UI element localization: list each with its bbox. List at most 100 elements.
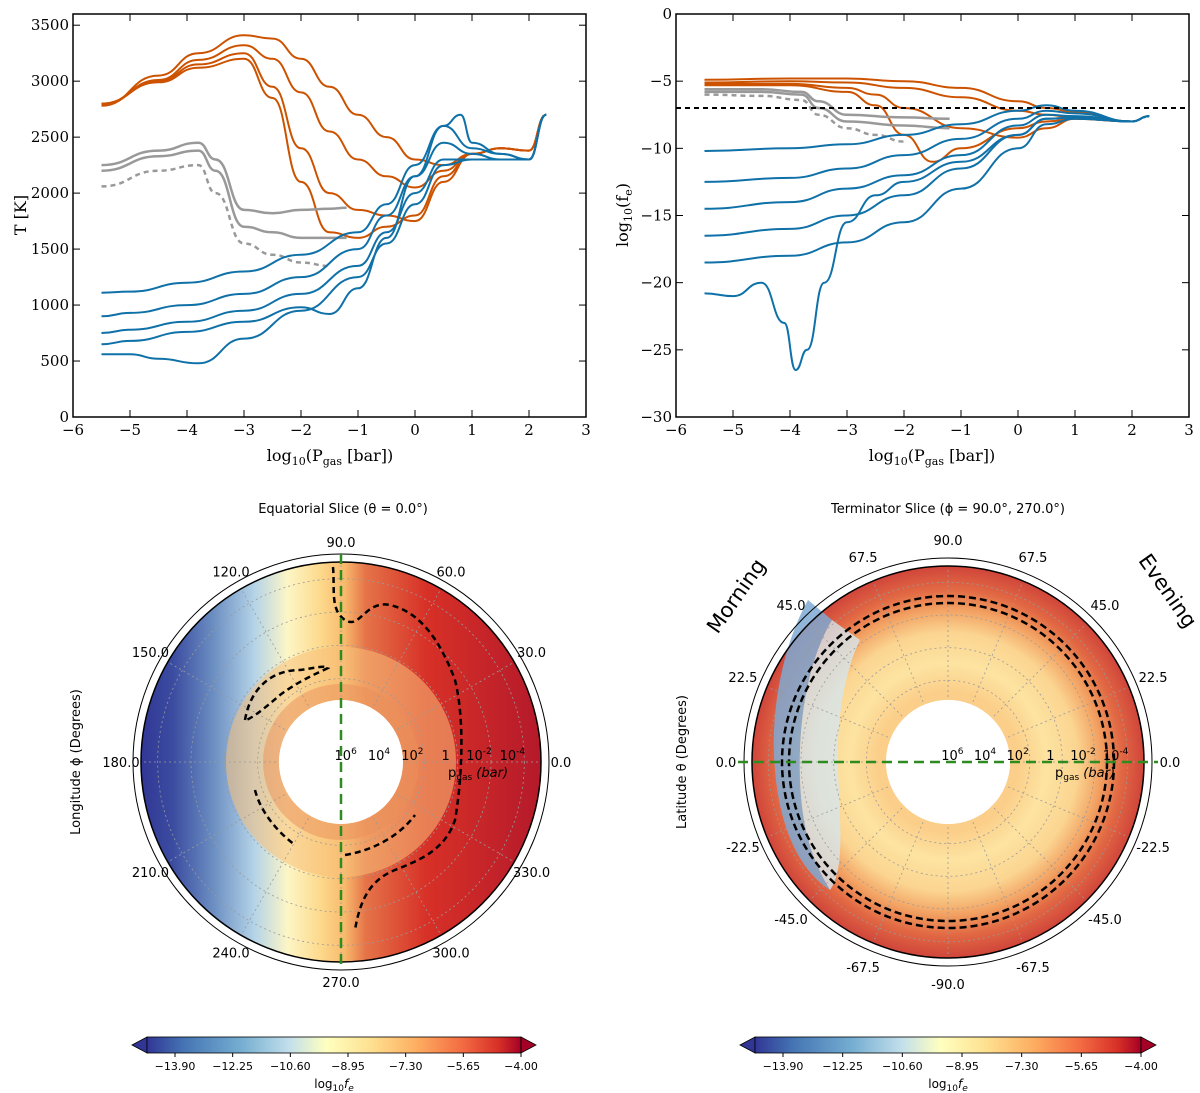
fe-ylabel: log10(fe) <box>613 183 635 247</box>
terminator-morning-label: Morning <box>702 554 770 637</box>
terminator-cold-crescent <box>773 600 832 890</box>
tp-ytick-label: 1500 <box>31 240 69 258</box>
equatorial-threshold-contour <box>331 566 463 931</box>
equatorial-radial-axis-label: pgas (bar) <box>448 766 508 783</box>
terminator-angle-label: 0.0 <box>716 756 737 771</box>
fe-xtick-label: −6 <box>665 421 687 439</box>
fe-panel: −6 −5 −4 −3 −2 −1 0 1 2 3−30−25−20−15−10−50 log10… <box>613 5 1194 468</box>
terminator-angle-label: -67.5 <box>846 961 880 976</box>
equatorial-grid-spoke <box>340 761 515 863</box>
terminator-radial-label: 10-4 <box>1103 747 1129 764</box>
colorbar-tick-label: −12.25 <box>212 1060 253 1073</box>
fe-series-nightside-a <box>704 104 1150 152</box>
terminator-angle-label: -45.0 <box>774 913 808 928</box>
terminator-radial-label: 10-2 <box>1070 747 1096 764</box>
fe-xtick-label: −1 <box>950 421 972 439</box>
fe-xtick-label: 2 <box>1127 421 1137 439</box>
equatorial-radial-label: 106 <box>335 747 358 764</box>
terminator-radial-label: 104 <box>974 747 997 764</box>
equatorial-radial-label: 102 <box>401 747 423 764</box>
equatorial-angle-label: 300.0 <box>432 947 469 962</box>
tp-ytick-label: 2000 <box>31 184 69 202</box>
fe-series-nightside-dip <box>704 115 1150 372</box>
tp-series-group <box>101 34 547 365</box>
fe-series-nightside-e <box>704 115 1150 264</box>
tp-ytick-label: 2500 <box>31 128 69 146</box>
tp-xtick-label: −3 <box>233 421 255 439</box>
tp-xtick-label: −2 <box>290 421 312 439</box>
colorbar-ticks: −13.90 −12.25 −10.60 −8.95 −7.30 −5.65 −4.00 <box>155 1053 538 1073</box>
terminator-angle-label: -22.5 <box>1136 841 1170 856</box>
terminator-panel: Terminator Slice (ϕ = 90.0°, 270.0°) Lat… <box>675 502 1200 993</box>
tp-xtick-label: −5 <box>119 421 141 439</box>
equatorial-colorbar: −13.90 −12.25 −10.60 −8.95 −7.30 −5.65 −4.00 l… <box>131 1036 538 1093</box>
colorbar-tick-label: −13.90 <box>155 1060 196 1073</box>
tp-panel: −6 −5 −4 −3 −2 −1 0 1 2 3 0 500 1000 1500 2000 2500 3000… <box>11 13 591 468</box>
terminator-colorbar: −13.90 −12.25 −10.60 −8.95 −7.30 −5.65 −4.00 l… <box>739 1036 1158 1093</box>
terminator-angle-label: -90.0 <box>931 978 965 993</box>
fe-xtick-label: 3 <box>1184 421 1194 439</box>
fe-ticks: −6 −5 −4 −3 −2 −1 0 1 2 3−30−25−20−15−10−50 <box>640 5 1193 439</box>
fe-xtick-label: −2 <box>893 421 915 439</box>
tp-xtick-label: 3 <box>581 421 591 439</box>
equatorial-grid-spoke <box>340 761 442 936</box>
tp-series-terminator-c <box>101 163 330 268</box>
terminator-angle-label: 45.0 <box>777 599 806 614</box>
colorbar-tick-label: −7.30 <box>1005 1060 1039 1073</box>
terminator-radial-labels: 106 104 102 1 10-2 10-4 <box>941 747 1129 764</box>
fe-ytick-label: −20 <box>640 274 672 292</box>
terminator-angle-label: -22.5 <box>726 841 760 856</box>
equatorial-grid-spoke <box>167 761 342 863</box>
tp-series-dayside-b <box>101 44 547 189</box>
terminator-angle-labels: 0.0 22.5 45.0 67.5 90.0 67.5 45.0 22.5 0.0 -22.5 -… <box>716 534 1181 993</box>
tp-ytick-label: 3000 <box>31 72 69 90</box>
terminator-radial-label: 106 <box>941 747 964 764</box>
equatorial-angle-label: 120.0 <box>212 565 249 580</box>
fe-ytick-label: 0 <box>662 5 672 23</box>
equatorial-threshold-inner-right <box>344 814 416 857</box>
tp-xtick-label: −4 <box>176 421 198 439</box>
equatorial-ylabel: Longitude ϕ (Degrees) <box>69 689 84 835</box>
tp-axes-frame <box>72 13 587 418</box>
fe-ytick-label: −5 <box>650 72 672 90</box>
equatorial-ring-band <box>225 646 456 878</box>
equatorial-grid-spoke <box>240 761 342 936</box>
tp-ytick-label: 0 <box>59 408 69 426</box>
colorbar-label: log10fe <box>928 1077 968 1093</box>
colorbar-tick-label: −13.90 <box>763 1060 804 1073</box>
equatorial-radial-label: 1 <box>442 749 450 764</box>
terminator-angle-label: 67.5 <box>1018 551 1047 566</box>
colorbar-max-extend <box>520 1036 537 1054</box>
tp-ylabel: T [K] <box>11 195 30 235</box>
tp-series-nightside-e <box>101 113 547 346</box>
equatorial-panel: Equatorial Slice (θ = 0.0°) Longitude ϕ … <box>69 502 571 991</box>
colorbar-tick-label: −5.65 <box>1064 1060 1098 1073</box>
terminator-evening-label: Evening <box>1134 550 1200 633</box>
equatorial-radial-label: 10-2 <box>466 747 492 764</box>
colorbar-tick-label: −8.95 <box>945 1060 979 1073</box>
fe-ytick-label: −10 <box>640 139 672 157</box>
fe-xtick-label: −4 <box>779 421 801 439</box>
equatorial-title: Equatorial Slice (θ = 0.0°) <box>258 502 428 517</box>
colorbar-tick-label: −8.95 <box>331 1060 365 1073</box>
tp-xtick-label: −6 <box>62 421 84 439</box>
colorbar-max-extend <box>1140 1036 1157 1054</box>
tp-ytick-label: 3500 <box>31 16 69 34</box>
tp-xtick-label: 1 <box>467 421 477 439</box>
equatorial-contour-fill <box>141 562 541 962</box>
tp-ytick-label: 500 <box>40 352 69 370</box>
fe-ytick-label: −30 <box>640 408 672 426</box>
fe-xtick-label: 0 <box>1013 421 1023 439</box>
colorbar-ticks: −13.90 −12.25 −10.60 −8.95 −7.30 −5.65 −4.00 <box>763 1053 1158 1073</box>
tp-series-terminator-b <box>101 149 347 240</box>
equatorial-grid-spoke <box>240 588 342 763</box>
fe-xlabel: log10(Pgas [bar]) <box>869 446 996 468</box>
terminator-ylabel: Latitude θ (Degrees) <box>675 695 690 829</box>
terminator-title: Terminator Slice (ϕ = 90.0°, 270.0°) <box>830 502 1065 517</box>
tp-xtick-label: −1 <box>347 421 369 439</box>
fe-series-terminator-a <box>704 87 950 121</box>
terminator-radial-label: 102 <box>1007 747 1029 764</box>
tp-series-dayside-a <box>101 34 547 167</box>
colorbar-min-extend <box>131 1036 148 1054</box>
